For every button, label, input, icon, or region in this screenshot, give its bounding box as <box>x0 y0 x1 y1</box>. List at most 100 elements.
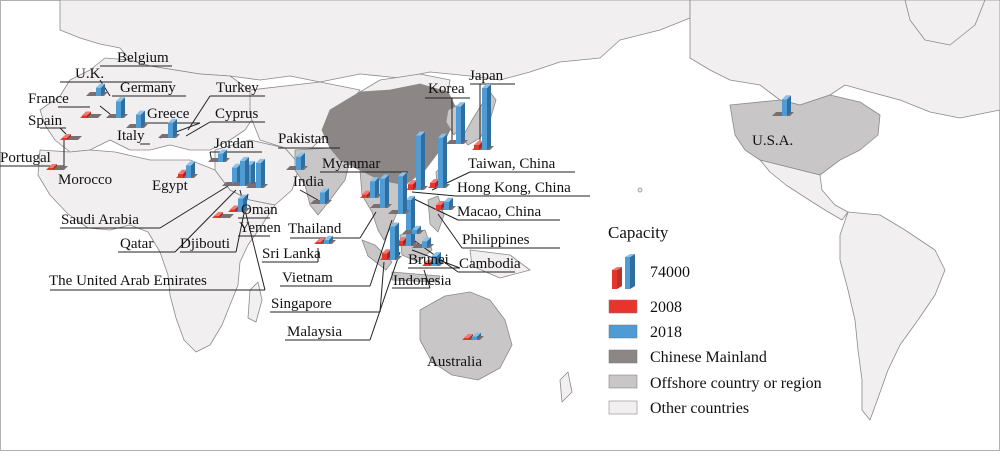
bar-2008-france <box>82 111 91 118</box>
legend-swatch-mainland <box>608 349 638 364</box>
label-philippines: Philippines <box>462 232 530 248</box>
label-germany: Germany <box>120 80 176 96</box>
leader-line <box>359 211 377 239</box>
leader-line <box>187 95 211 131</box>
bar-2018-philippines <box>444 197 453 210</box>
label-cyprus: Cyprus <box>215 106 259 122</box>
legend-label-2018: 2018 <box>650 324 682 341</box>
bar-2018-japan <box>482 84 491 150</box>
label-morocco: Morocco <box>58 172 112 188</box>
leader-line <box>99 105 111 115</box>
land-greenland <box>904 0 986 46</box>
bar-2018-u-k <box>96 83 105 96</box>
label-turkey: Turkey <box>216 80 259 96</box>
bar-2018-greece <box>168 118 177 138</box>
bar-2018-brunei <box>422 237 431 248</box>
legend-label-mainland: Chinese Mainland <box>650 349 767 366</box>
land-south-america <box>839 211 946 421</box>
bar-2008-australia <box>464 334 473 340</box>
label-qatar: Qatar <box>120 236 153 252</box>
bar-2018-singapore <box>390 222 399 260</box>
label-yemen: Yemen <box>239 220 281 236</box>
legend-swatch-other <box>608 400 638 415</box>
legend-swatch-2008 <box>608 299 638 314</box>
land-new-zealand <box>559 371 573 403</box>
label-vietnam: Vietnam <box>282 270 333 286</box>
leader-line <box>185 121 211 137</box>
bar-2008-morocco <box>48 164 57 170</box>
leader-line <box>369 251 401 341</box>
bar-2018-oman <box>256 158 265 188</box>
land-mongolia <box>359 73 451 93</box>
label-portugal: Portugal <box>0 150 51 166</box>
land-siberia <box>59 0 691 83</box>
label-brunei: Brunei <box>408 252 449 268</box>
label-indonesia: Indonesia <box>393 273 452 289</box>
label-djibouti: Djibouti <box>180 236 230 252</box>
bar-2018-cambodia <box>412 225 421 234</box>
bar-2018-u-s-a <box>782 95 791 116</box>
label-france: France <box>28 91 69 107</box>
legend-scale-bar <box>612 254 635 289</box>
label-egypt: Egypt <box>152 178 189 194</box>
label-korea: Korea <box>428 81 465 97</box>
legend-swatch-2018 <box>608 324 638 339</box>
capacity-bars <box>46 83 794 340</box>
bar-2018-india <box>320 188 329 204</box>
label-jordan: Jordan <box>214 136 254 152</box>
land-africa <box>37 149 276 353</box>
label-australia: Australia <box>427 354 482 370</box>
label-spain: Spain <box>28 113 63 129</box>
bar-2018-malaysia <box>406 195 415 246</box>
land-madagascar <box>247 281 263 323</box>
bar-2018-italy <box>136 110 145 128</box>
legend-scale-value: 74000 <box>650 264 690 281</box>
legend: Capacity 74000 2008 2018 Chinese Mainlan… <box>608 223 822 417</box>
bar-2018-yemen <box>238 194 247 212</box>
bar-2018-korea <box>456 102 465 144</box>
label-greece: Greece <box>147 106 190 122</box>
place-labels: U.K. Belgium France Germany Spain Italy … <box>0 50 793 370</box>
leader-line <box>379 261 385 313</box>
bar-2018-qatar <box>240 156 249 186</box>
bar-2008-djibouti <box>214 212 223 218</box>
legend-title: Capacity <box>608 223 669 242</box>
land-indonesia-java <box>391 271 441 283</box>
bar-2018-germany <box>116 97 125 118</box>
label-hong-kong: Hong Kong, China <box>457 180 571 196</box>
leader-line <box>174 189 237 253</box>
bar-2018-pakistan <box>296 152 305 170</box>
label-japan: Japan <box>469 68 504 84</box>
bar-2018-australia <box>472 332 481 340</box>
bar-2018-taiwan-china <box>438 133 447 188</box>
land-hawaii <box>637 187 643 193</box>
label-myanmar: Myanmar <box>322 156 380 172</box>
legend-label-2008: 2008 <box>650 299 682 316</box>
leader-line <box>299 189 319 201</box>
land-layer <box>37 0 1000 421</box>
bar-2018-hong-kong-china <box>416 131 425 190</box>
land-indonesia-sumatra <box>361 239 393 271</box>
land-new-guinea <box>469 249 531 279</box>
legend-swatch-offshore <box>608 374 638 389</box>
label-thailand: Thailand <box>288 221 342 237</box>
leader-line <box>59 127 67 135</box>
leader-line <box>159 185 229 229</box>
bar-2018-jordan <box>218 149 227 162</box>
bar-2018-indonesia <box>432 251 441 266</box>
label-usa: U.S.A. <box>752 133 793 149</box>
legend-label-other: Other countries <box>650 400 749 417</box>
label-india: India <box>293 174 324 190</box>
label-saudi-arabia: Saudi Arabia <box>61 212 139 228</box>
bar-2018-thailand <box>380 174 389 208</box>
label-singapore: Singapore <box>271 296 332 312</box>
bar-2008-portugal <box>62 134 71 140</box>
label-belgium: Belgium <box>117 50 169 66</box>
leader-line <box>423 269 431 289</box>
bar-2008-sri-lanka <box>316 238 325 244</box>
label-uae: The United Arab Emirates <box>49 273 207 289</box>
bar-2018-egypt <box>186 161 195 178</box>
label-malaysia: Malaysia <box>287 324 342 340</box>
